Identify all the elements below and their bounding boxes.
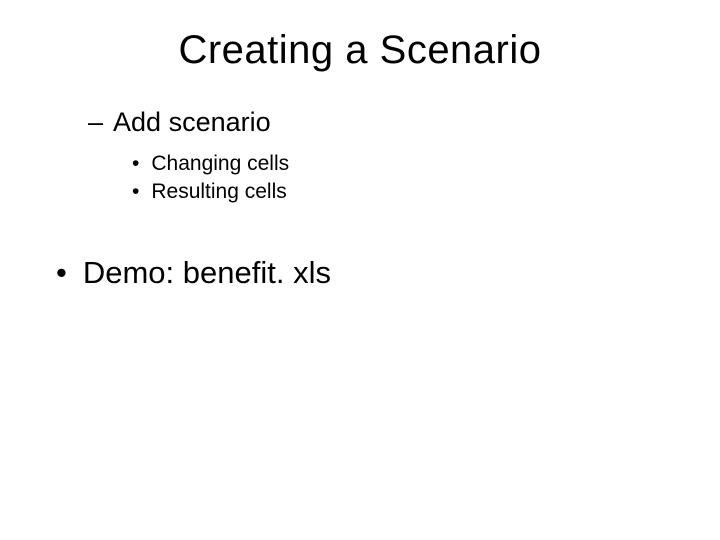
dot-bullet-icon: • xyxy=(56,253,67,293)
list-item: • Demo: benefit. xls xyxy=(56,253,680,293)
slide-container: Creating a Scenario – Add scenario • Cha… xyxy=(0,0,720,540)
slide-title: Creating a Scenario xyxy=(40,28,680,73)
list-item: • Changing cells xyxy=(132,150,680,178)
bullet-level-0: • Demo: benefit. xls xyxy=(56,253,680,293)
dot-bullet-icon: • xyxy=(132,150,139,178)
list-item-text: Resulting cells xyxy=(151,178,286,206)
bullet-level-2: • Changing cells • Resulting cells xyxy=(132,150,680,207)
list-item: – Add scenario xyxy=(88,105,680,140)
dot-bullet-icon: • xyxy=(132,178,139,206)
list-item-text: Demo: benefit. xls xyxy=(83,253,331,293)
bullet-level-1: – Add scenario xyxy=(88,105,680,140)
list-item-text: Add scenario xyxy=(113,105,271,140)
list-item-text: Changing cells xyxy=(151,150,289,178)
dash-bullet-icon: – xyxy=(88,105,103,140)
list-item: • Resulting cells xyxy=(132,178,680,206)
